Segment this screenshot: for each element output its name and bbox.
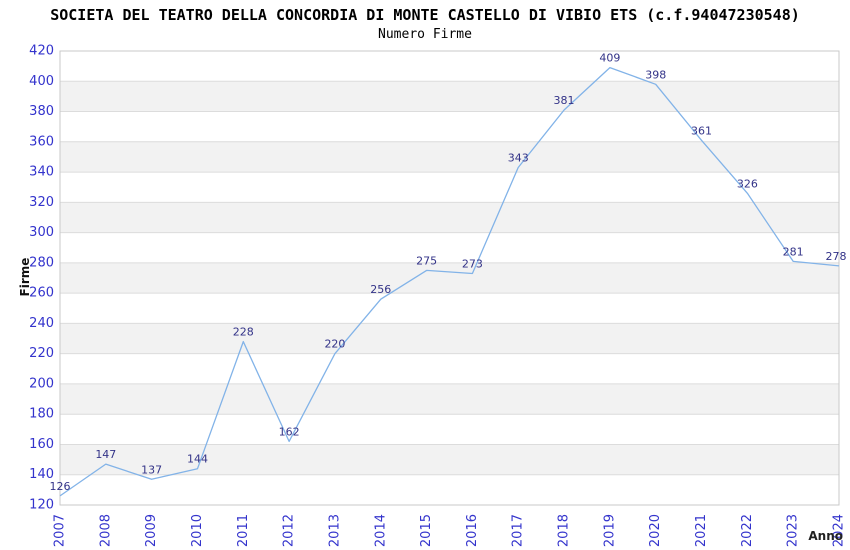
x-tick-group: 2021 [694,514,709,547]
point-value-label: 278 [826,250,847,263]
y-tick-label: 380 [29,104,54,119]
series-line [59,66,840,497]
x-tick-label: 2016 [465,514,480,547]
x-tick-label: 2007 [53,514,68,547]
y-tick-label: 180 [29,407,54,422]
point-value-label: 326 [737,177,758,190]
x-tick-group: 2009 [144,514,159,547]
x-tick-group: 2015 [419,514,434,547]
x-tick-group: 2018 [557,514,572,547]
x-axis-title: Anno [808,529,843,543]
x-tick-group: 2022 [740,514,755,547]
plot-border [59,50,840,506]
x-tick-label: 2020 [648,514,663,547]
point-value-label: 162 [279,425,300,438]
x-tick-group: 2017 [511,514,526,547]
y-axis-title: Firme [18,257,32,297]
y-tick-label: 160 [29,437,54,452]
y-tick-label: 320 [29,195,54,210]
point-value-label: 256 [370,283,391,296]
x-tick-label: 2022 [740,514,755,547]
y-tick-label: 240 [29,316,54,331]
x-tick-group: 2016 [465,514,480,547]
y-tick-label: 260 [29,286,54,301]
x-tick-label: 2013 [327,514,342,547]
point-value-label: 220 [324,338,345,351]
chart-subtitle: Numero Firme [378,27,472,42]
x-tick-group: 2011 [236,514,251,547]
point-value-label: 228 [233,326,254,339]
x-tick-label: 2012 [282,514,297,547]
band-row [60,323,839,354]
band-row [60,141,839,173]
point-value-label: 409 [599,52,620,65]
point-value-label: 381 [554,94,575,107]
y-tick-label: 340 [29,165,54,180]
x-tick-label: 2021 [694,514,709,547]
y-tick-label: 360 [29,134,54,149]
x-tick-label: 2017 [511,514,526,547]
x-tick-group: 2019 [602,514,617,547]
y-tick-label: 400 [29,74,54,89]
band-row [60,202,839,233]
x-tick-label: 2019 [602,514,617,547]
band-row [60,262,839,294]
y-tick-label: 140 [29,467,54,482]
point-value-label: 275 [416,254,437,267]
point-value-label: 126 [50,480,71,493]
band-row [60,444,839,475]
x-tick-group: 2007 [53,514,68,547]
x-tick-label: 2010 [190,514,205,547]
point-value-label: 343 [508,152,529,165]
x-tick-label: 2009 [144,514,159,547]
point-value-label: 144 [187,453,208,466]
x-tick-group: 2010 [190,514,205,547]
x-tick-label: 2008 [98,514,113,547]
x-tick-group: 2013 [327,514,342,547]
point-value-label: 137 [141,463,162,476]
x-tick-label: 2014 [373,514,388,547]
x-tick-label: 2023 [786,514,801,547]
y-tick-label: 300 [29,225,54,240]
band-row [60,383,839,415]
x-tick-group: 2012 [282,514,297,547]
y-tick-label: 200 [29,376,54,391]
band-row [60,81,839,112]
x-tick-group: 2020 [648,514,663,547]
y-tick-label: 120 [29,498,54,513]
x-tick-group: 2008 [98,514,113,547]
x-tick-group: 2014 [373,514,388,547]
x-tick-group: 2023 [786,514,801,547]
x-tick-label: 2011 [236,514,251,547]
chart-title: SOCIETA DEL TEATRO DELLA CONCORDIA DI MO… [50,6,800,24]
point-value-label: 281 [783,245,804,258]
point-value-label: 147 [95,448,116,461]
point-value-label: 273 [462,257,483,270]
y-tick-label: 280 [29,255,54,270]
y-tick-label: 220 [29,346,54,361]
point-value-label: 398 [645,68,666,81]
x-tick-label: 2018 [557,514,572,547]
point-value-label: 361 [691,124,712,137]
y-tick-label: 420 [29,44,54,59]
x-tick-label: 2024 [832,514,847,547]
x-tick-label: 2015 [419,514,434,547]
x-tick-group: 2024 [832,514,847,547]
